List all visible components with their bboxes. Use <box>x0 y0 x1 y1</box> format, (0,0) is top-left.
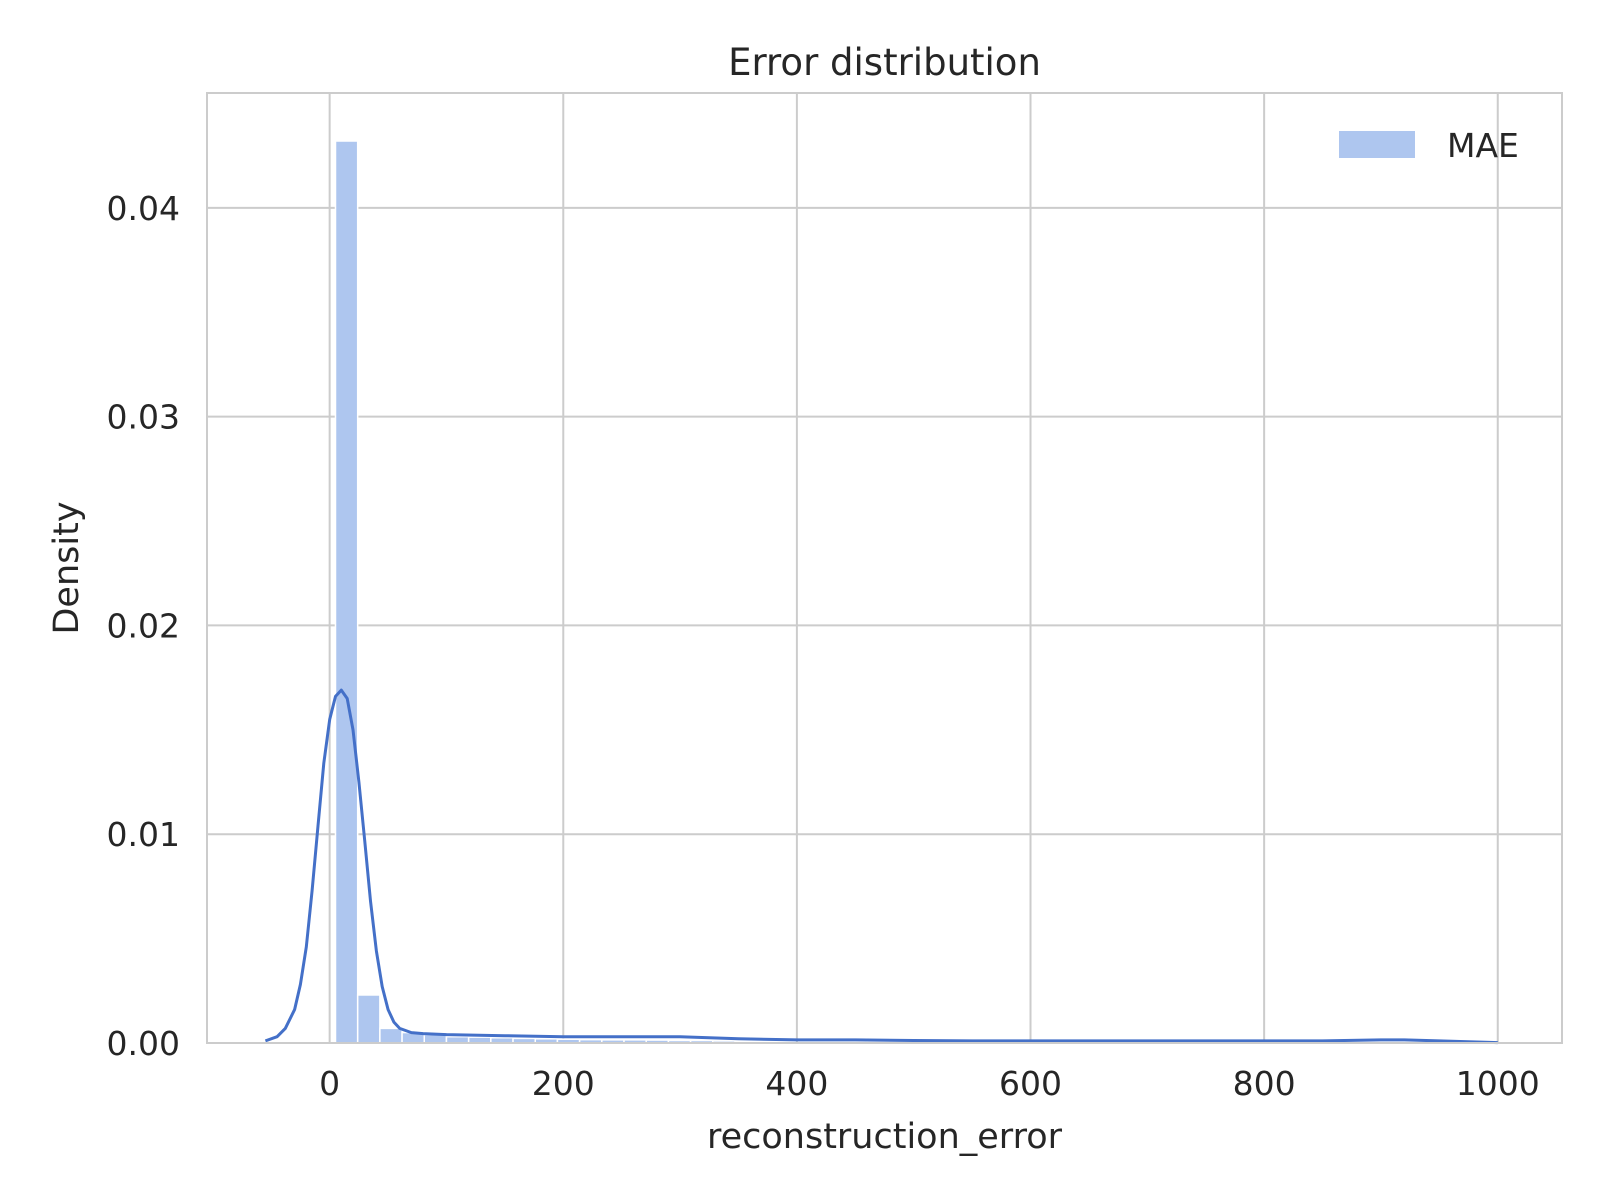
y-tick-label: 0.02 <box>107 606 180 645</box>
x-tick-label: 600 <box>999 1064 1062 1103</box>
x-tick-label: 1000 <box>1456 1064 1540 1103</box>
x-axis-label: reconstruction_error <box>707 1117 1063 1157</box>
x-tick-label: 0 <box>319 1064 340 1103</box>
y-tick-label: 0.03 <box>107 398 180 437</box>
legend: MAE <box>1339 126 1519 165</box>
plot-frame <box>206 92 1563 1044</box>
x-tick-label: 400 <box>765 1064 828 1103</box>
y-axis-label: Density <box>47 501 87 634</box>
histogram-bar <box>379 1027 403 1044</box>
kde-curve <box>264 688 1498 1045</box>
y-tick-label: 0.01 <box>107 815 180 854</box>
legend-label-mae: MAE <box>1447 126 1519 165</box>
tick-labels: 0 200 400 600 800 1000 0.00 0.01 0.02 0.03 0.04 <box>107 189 1540 1103</box>
x-tick-label: 200 <box>532 1064 595 1103</box>
chart-title: Error distribution <box>728 41 1041 84</box>
y-tick-label: 0.00 <box>107 1024 180 1063</box>
kde-line <box>264 688 1498 1045</box>
y-tick-label: 0.04 <box>107 189 180 228</box>
histogram-bar <box>334 140 359 1044</box>
histogram-bar <box>356 994 381 1044</box>
legend-swatch-mae <box>1339 131 1415 158</box>
x-tick-label: 800 <box>1233 1064 1296 1103</box>
